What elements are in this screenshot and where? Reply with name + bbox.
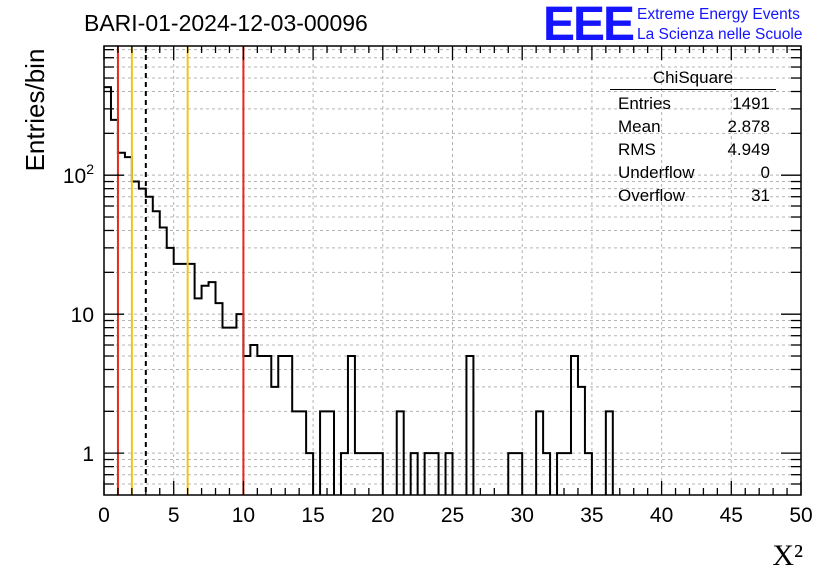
histogram-layer [104,86,614,495]
x-tick-label: 35 [580,504,603,527]
stats-row: Mean 2.878 [610,115,776,138]
stats-row: Entries 1491 [610,92,776,115]
x-tick-label: 0 [98,504,110,527]
y-tick-label: 102 [63,161,94,188]
stats-value: 2.878 [727,117,770,136]
stats-value: 4.949 [727,140,770,159]
y-tick-label-exponent: 2 [86,161,94,177]
reference-lines-layer [116,46,245,495]
x-axis-label: X² [772,539,803,572]
x-tick-label: 15 [301,504,324,527]
stats-row: Underflow 0 [610,161,776,184]
stats-value: 0 [760,163,770,182]
x-tick-label: 5 [168,504,180,527]
plot-title: BARI-01-2024-12-03-00096 [84,10,368,36]
stats-label: Entries [618,94,671,113]
stats-label: Overflow [618,186,686,205]
logo-subtitle-2: La Scienza nelle Scuole [637,26,803,43]
x-tick-label: 10 [232,504,255,527]
x-tick-label: 20 [371,504,394,527]
x-tick-label: 45 [720,504,743,527]
logo-subtitle-1: Extreme Energy Events [637,6,800,23]
stats-value: 1491 [732,94,770,113]
stats-label: RMS [618,140,656,159]
stats-title: ChiSquare [610,68,776,90]
stats-label: Underflow [618,163,695,182]
stats-row: Overflow 31 [610,184,776,207]
axes-layer [103,45,802,496]
x-tick-label: 40 [650,504,673,527]
y-tick-label: 1 [82,443,94,466]
stats-row: RMS 4.949 [610,138,776,161]
stats-value: 31 [751,186,770,205]
y-tick-label: 10 [71,304,94,327]
eee-logo: EEE [543,0,635,51]
stats-box: ChiSquare Entries 1491 Mean 2.878 RMS 4.949… [610,68,776,207]
stats-label: Mean [618,117,661,136]
x-tick-label: 50 [789,504,812,527]
y-axis-label: Entries/bin [20,49,50,172]
x-tick-label: 25 [441,504,464,527]
y-tick-label-base: 10 [63,165,86,188]
histogram-series [104,86,614,495]
x-tick-label: 30 [511,504,534,527]
